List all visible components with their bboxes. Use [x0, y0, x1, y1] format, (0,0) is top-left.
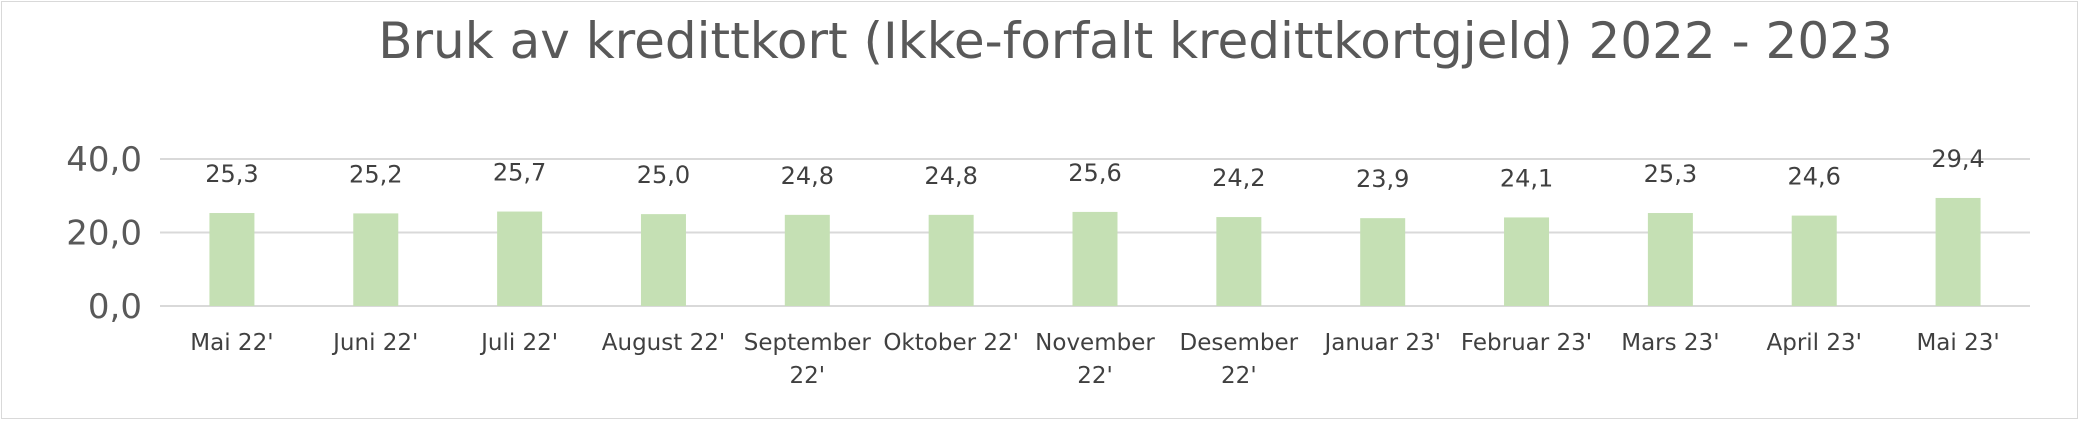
data-label: 24,8 [781, 162, 834, 190]
x-tick-label: Juni 22' [331, 330, 418, 356]
x-tick-label: April 23' [1766, 330, 1861, 356]
x-tick-label: Januar 23' [1322, 330, 1440, 356]
x-tick-label: November [1035, 330, 1155, 356]
bar [1504, 217, 1550, 306]
data-label: 23,9 [1356, 165, 1409, 193]
data-label: 24,1 [1500, 164, 1553, 192]
bar [209, 213, 255, 306]
data-label: 24,2 [1212, 164, 1265, 192]
data-label: 24,6 [1788, 163, 1841, 191]
bar [497, 211, 543, 306]
x-tick-label: Desember [1180, 330, 1299, 356]
bar [1360, 218, 1406, 306]
data-label: 25,2 [349, 160, 402, 188]
x-tick-label: August 22' [602, 330, 725, 356]
y-tick-label: 40,0 [66, 140, 142, 180]
bar [784, 214, 830, 306]
x-tick-label: 22' [1221, 363, 1257, 389]
data-label: 25,7 [493, 159, 546, 187]
x-tick-label: Oktober 22' [883, 330, 1019, 356]
y-tick-label: 20,0 [66, 214, 142, 254]
data-label: 25,0 [637, 161, 690, 189]
data-label: 25,3 [1644, 160, 1697, 188]
x-tick-label: September [744, 330, 872, 356]
data-label: 24,8 [924, 162, 977, 190]
bar [640, 214, 686, 306]
chart-title: Bruk av kredittkort (Ikke-forfalt kredit… [378, 12, 1893, 70]
x-tick-label: Mai 22' [190, 330, 273, 356]
bar [1791, 215, 1837, 306]
bar [1072, 211, 1118, 306]
x-tick-label: Mai 23' [1916, 330, 1999, 356]
data-label: 25,3 [205, 160, 258, 188]
y-tick-label: 0,0 [88, 287, 142, 327]
bar [1216, 217, 1262, 306]
x-tick-label: Mars 23' [1621, 330, 1719, 356]
x-tick-label: Juli 22' [479, 330, 558, 356]
x-tick-label: 22' [1077, 363, 1113, 389]
bar [353, 213, 399, 306]
x-tick-label: 22' [790, 363, 826, 389]
data-label: 29,4 [1931, 145, 1984, 173]
bar [1935, 197, 1981, 306]
data-label: 25,6 [1068, 159, 1121, 187]
bar [1647, 213, 1693, 306]
bar [928, 214, 974, 306]
x-tick-label: Februar 23' [1461, 330, 1592, 356]
